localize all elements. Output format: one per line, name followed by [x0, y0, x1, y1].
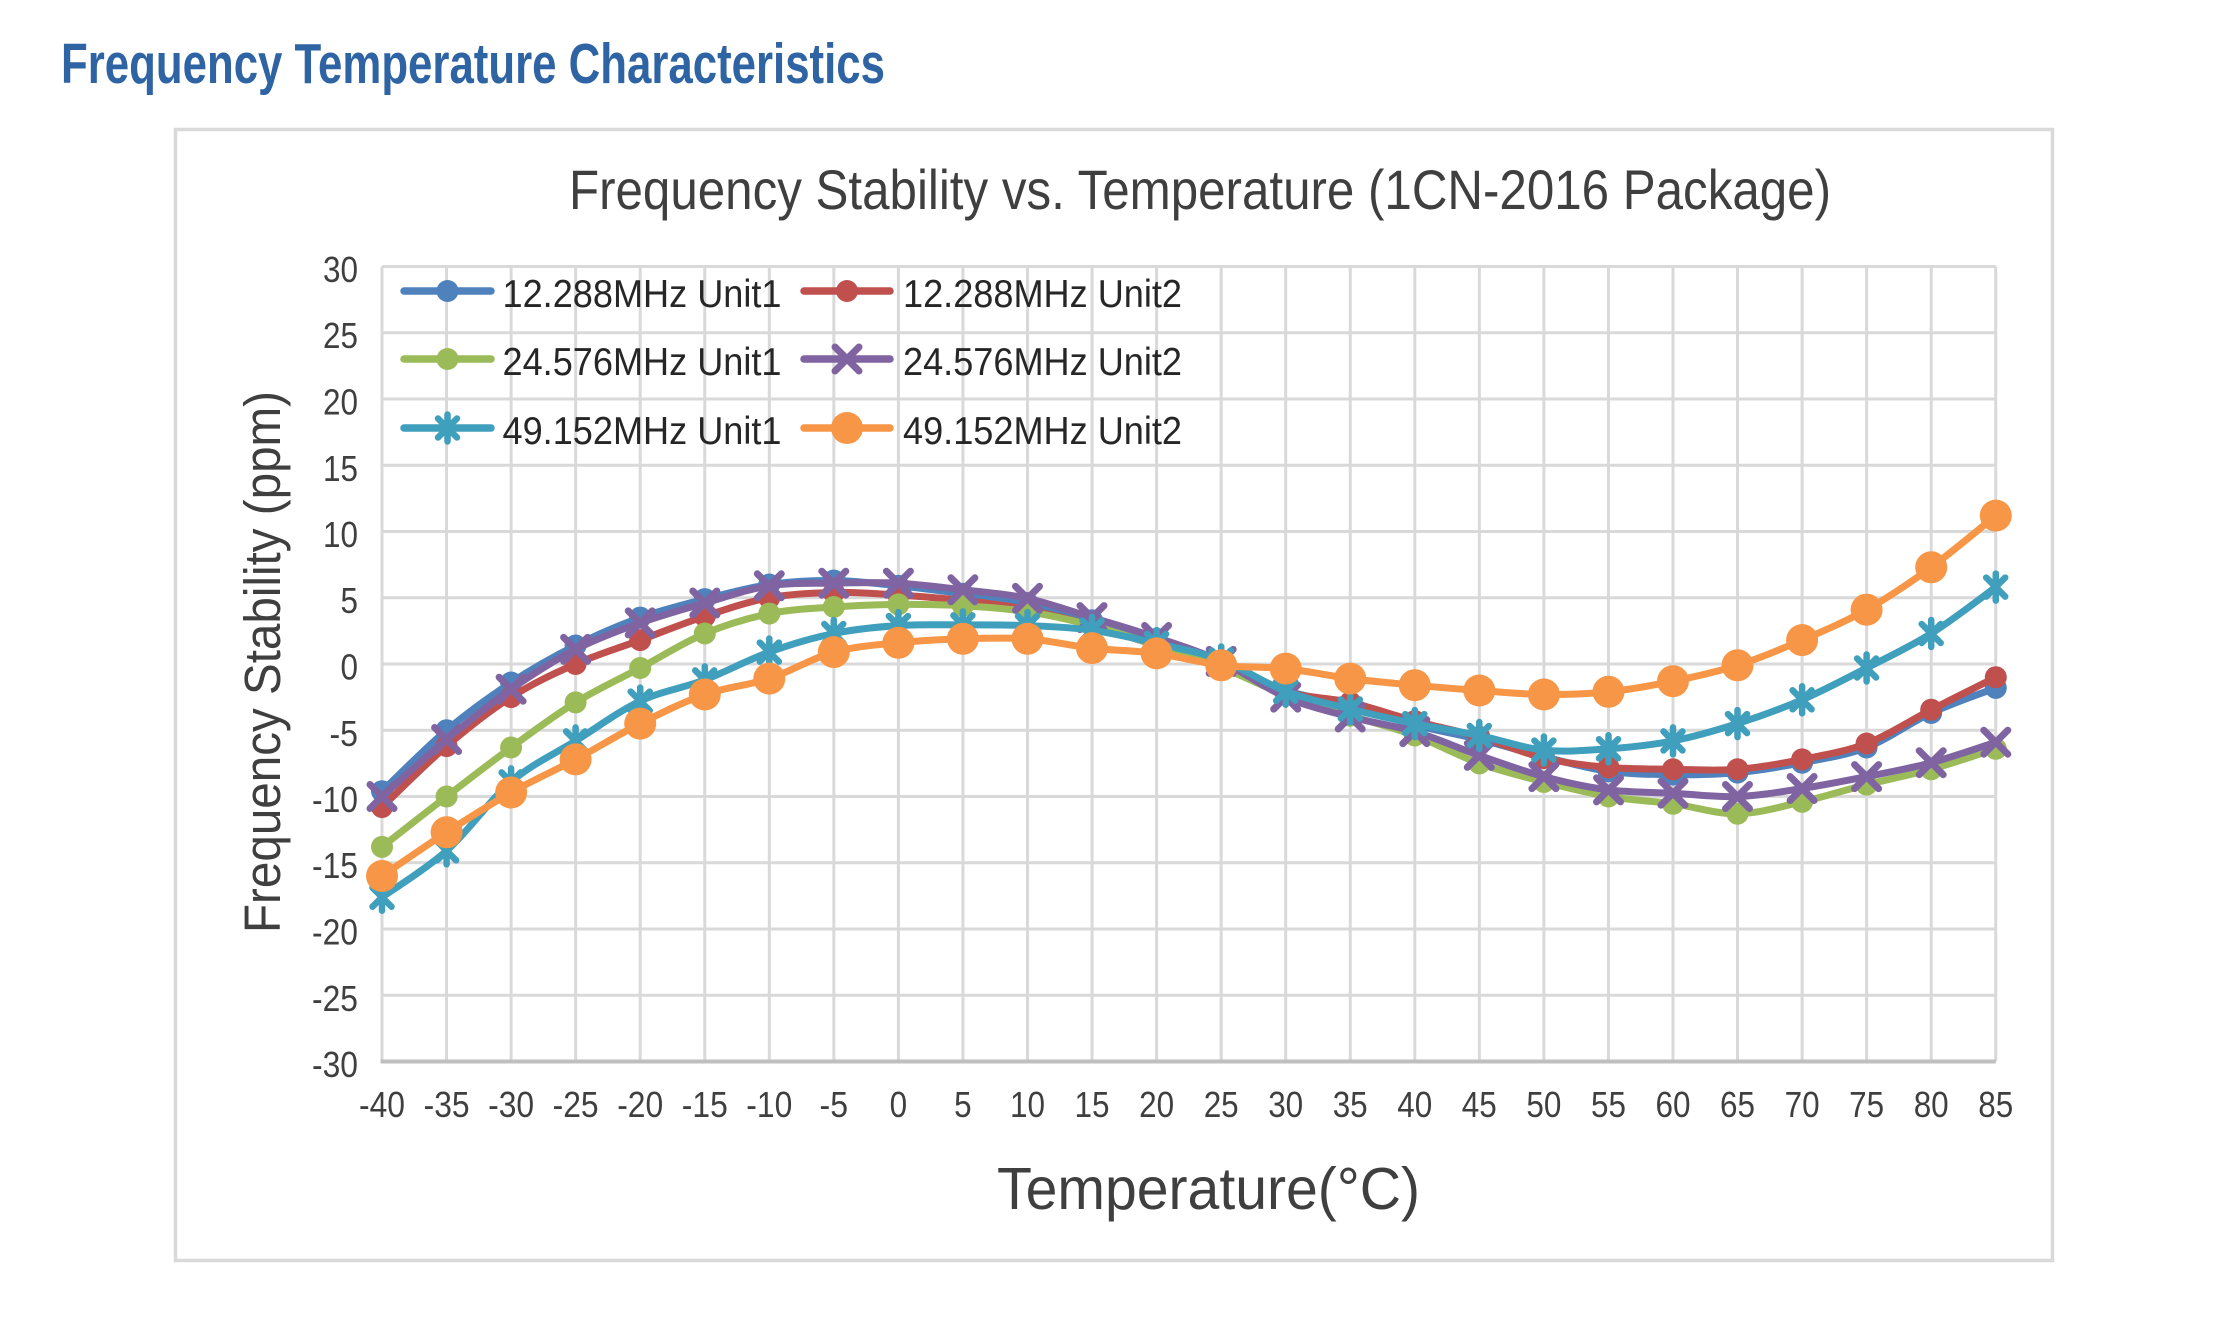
svg-text:70: 70: [1785, 1084, 1820, 1125]
svg-text:45: 45: [1462, 1084, 1497, 1125]
svg-text:49.152MHz Unit2: 49.152MHz Unit2: [903, 410, 1182, 453]
svg-text:80: 80: [1914, 1084, 1949, 1125]
svg-text:-5: -5: [820, 1084, 849, 1125]
svg-text:12.288MHz Unit2: 12.288MHz Unit2: [903, 273, 1182, 316]
svg-text:-30: -30: [312, 1044, 358, 1085]
svg-text:85: 85: [1978, 1084, 2013, 1125]
svg-text:-5: -5: [330, 713, 359, 754]
svg-text:49.152MHz Unit1: 49.152MHz Unit1: [503, 410, 782, 453]
svg-text:10: 10: [323, 514, 358, 555]
svg-text:30: 30: [1268, 1084, 1303, 1125]
svg-text:10: 10: [1010, 1084, 1045, 1125]
svg-text:15: 15: [323, 448, 358, 489]
svg-text:5: 5: [341, 580, 359, 621]
svg-text:-40: -40: [359, 1084, 405, 1125]
svg-text:-30: -30: [488, 1084, 534, 1125]
svg-text:24.576MHz Unit1: 24.576MHz Unit1: [503, 341, 782, 384]
svg-text:20: 20: [323, 382, 358, 423]
svg-text:25: 25: [1204, 1084, 1239, 1125]
svg-text:15: 15: [1075, 1084, 1110, 1125]
svg-text:75: 75: [1849, 1084, 1884, 1125]
svg-text:12.288MHz Unit1: 12.288MHz Unit1: [503, 273, 782, 316]
svg-text:5: 5: [954, 1084, 972, 1125]
svg-text:Frequency Stability vs. Temper: Frequency Stability vs. Temperature (1CN…: [569, 158, 1831, 221]
svg-text:Frequency Stability (ppm): Frequency Stability (ppm): [234, 391, 291, 933]
svg-text:24.576MHz Unit2: 24.576MHz Unit2: [903, 341, 1182, 384]
svg-text:-35: -35: [424, 1084, 470, 1125]
svg-text:25: 25: [323, 315, 358, 356]
svg-text:-10: -10: [312, 779, 358, 820]
svg-text:60: 60: [1656, 1084, 1691, 1125]
svg-text:Frequency Temperature Characte: Frequency Temperature Characteristics: [61, 32, 885, 96]
svg-text:-15: -15: [312, 845, 358, 886]
svg-text:0: 0: [341, 647, 359, 688]
svg-text:-25: -25: [553, 1084, 599, 1125]
svg-text:Temperature(°C): Temperature(°C): [997, 1156, 1420, 1222]
svg-text:30: 30: [323, 249, 358, 290]
svg-text:35: 35: [1333, 1084, 1368, 1125]
svg-text:20: 20: [1139, 1084, 1174, 1125]
svg-text:-10: -10: [746, 1084, 792, 1125]
svg-text:-25: -25: [312, 978, 358, 1019]
svg-text:-15: -15: [682, 1084, 728, 1125]
svg-text:0: 0: [890, 1084, 908, 1125]
svg-text:40: 40: [1397, 1084, 1432, 1125]
svg-text:-20: -20: [617, 1084, 663, 1125]
svg-text:65: 65: [1720, 1084, 1755, 1125]
svg-text:-20: -20: [312, 912, 358, 953]
svg-text:50: 50: [1526, 1084, 1561, 1125]
svg-text:55: 55: [1591, 1084, 1626, 1125]
